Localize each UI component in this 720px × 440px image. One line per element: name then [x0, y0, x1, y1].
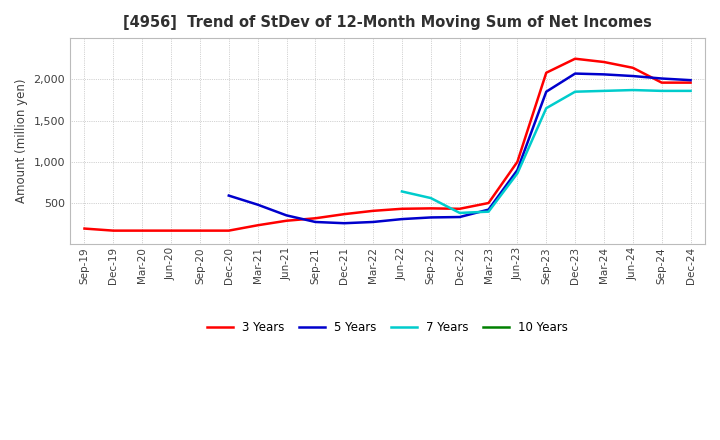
Line: 5 Years: 5 Years	[229, 73, 690, 223]
Title: [4956]  Trend of StDev of 12-Month Moving Sum of Net Incomes: [4956] Trend of StDev of 12-Month Moving…	[123, 15, 652, 30]
5 Years	[657, 76, 666, 81]
3 Years	[138, 228, 146, 233]
Legend: 3 Years, 5 Years, 7 Years, 10 Years: 3 Years, 5 Years, 7 Years, 10 Years	[202, 316, 573, 338]
3 Years	[225, 228, 233, 233]
3 Years	[657, 80, 666, 85]
7 Years	[542, 106, 551, 111]
7 Years	[686, 88, 695, 94]
3 Years	[542, 70, 551, 75]
3 Years	[397, 206, 406, 212]
5 Years	[426, 215, 435, 220]
5 Years	[542, 89, 551, 94]
5 Years	[600, 72, 608, 77]
Y-axis label: Amount (million yen): Amount (million yen)	[15, 79, 28, 203]
3 Years	[282, 218, 291, 224]
5 Years	[485, 207, 493, 212]
7 Years	[657, 88, 666, 94]
3 Years	[196, 228, 204, 233]
Line: 7 Years: 7 Years	[402, 90, 690, 213]
5 Years	[629, 73, 637, 79]
3 Years	[629, 65, 637, 70]
3 Years	[340, 212, 348, 217]
5 Years	[397, 216, 406, 222]
3 Years	[80, 226, 89, 231]
3 Years	[311, 216, 320, 221]
5 Years	[686, 77, 695, 83]
5 Years	[311, 219, 320, 224]
5 Years	[513, 167, 522, 172]
5 Years	[455, 214, 464, 220]
3 Years	[426, 206, 435, 211]
7 Years	[600, 88, 608, 94]
3 Years	[369, 208, 377, 213]
7 Years	[455, 210, 464, 216]
3 Years	[600, 59, 608, 65]
5 Years	[340, 220, 348, 226]
7 Years	[571, 89, 580, 94]
7 Years	[629, 88, 637, 93]
3 Years	[571, 56, 580, 61]
3 Years	[109, 228, 117, 233]
5 Years	[225, 193, 233, 198]
3 Years	[513, 159, 522, 165]
5 Years	[571, 71, 580, 76]
3 Years	[686, 80, 695, 85]
3 Years	[485, 200, 493, 205]
7 Years	[426, 195, 435, 201]
5 Years	[282, 213, 291, 218]
7 Years	[397, 189, 406, 194]
7 Years	[513, 171, 522, 176]
3 Years	[167, 228, 176, 233]
5 Years	[369, 219, 377, 224]
7 Years	[485, 209, 493, 214]
Line: 3 Years: 3 Years	[84, 59, 690, 231]
3 Years	[253, 223, 262, 228]
5 Years	[253, 202, 262, 207]
3 Years	[455, 206, 464, 212]
